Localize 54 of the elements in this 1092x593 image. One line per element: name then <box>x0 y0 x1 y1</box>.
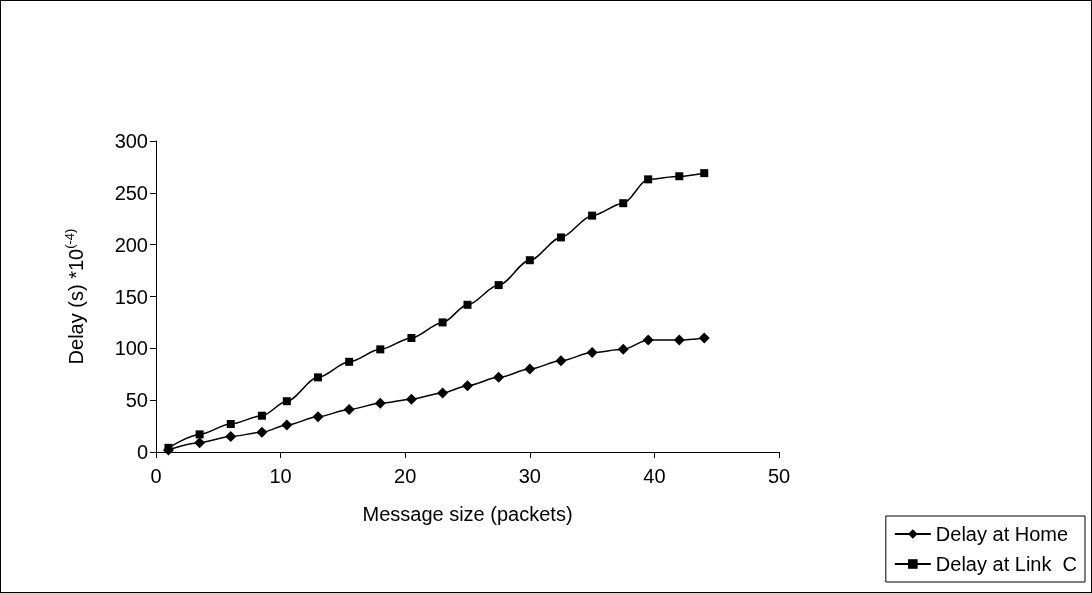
point <box>282 397 291 406</box>
y-tick-label: 300 <box>114 130 148 152</box>
point <box>525 256 534 265</box>
point <box>313 373 322 382</box>
point <box>586 346 598 358</box>
point <box>675 172 684 181</box>
y-tick-label: 200 <box>114 233 148 256</box>
point <box>524 363 536 375</box>
y-tick-label: 250 <box>114 181 148 204</box>
point <box>644 175 653 184</box>
point <box>374 397 386 409</box>
point <box>493 371 505 383</box>
y-tick-label: 0 <box>136 441 148 463</box>
point <box>405 393 417 405</box>
point <box>194 437 206 449</box>
point <box>642 334 654 346</box>
point <box>556 233 565 242</box>
point <box>226 420 235 429</box>
point <box>281 419 293 431</box>
point <box>700 169 709 178</box>
point <box>195 430 204 439</box>
point <box>588 211 597 220</box>
point <box>376 345 385 354</box>
point <box>312 411 324 423</box>
x-tick-label: 30 <box>518 465 541 487</box>
point <box>257 411 266 420</box>
point <box>407 333 416 342</box>
legend-label: Delay at Home <box>935 523 1069 545</box>
x-tick-label: 40 <box>643 465 666 487</box>
x-tick-label: 0 <box>150 465 162 487</box>
point <box>225 430 237 442</box>
point <box>437 387 449 399</box>
point <box>343 404 355 415</box>
point <box>619 199 628 208</box>
point <box>164 443 173 452</box>
y-tick-label: 150 <box>114 285 148 308</box>
y-axis-title: Delay (s) *10(-4) <box>62 228 87 365</box>
point <box>494 281 503 290</box>
x-tick-label: 10 <box>269 465 292 487</box>
x-axis-title: Message size (packets) <box>362 503 573 525</box>
point <box>698 332 710 344</box>
point <box>345 357 354 366</box>
point <box>462 380 473 392</box>
x-tick-label: 50 <box>767 465 791 487</box>
y-tick-label: 50 <box>125 389 148 412</box>
point <box>555 355 567 367</box>
x-tick-label: 20 <box>394 465 417 487</box>
point <box>617 343 629 355</box>
legend-label: Delay at Link C <box>935 553 1077 575</box>
point <box>463 300 472 309</box>
point <box>438 318 447 327</box>
point <box>256 426 268 438</box>
y-tick-label: 100 <box>114 337 148 360</box>
point <box>673 334 685 346</box>
